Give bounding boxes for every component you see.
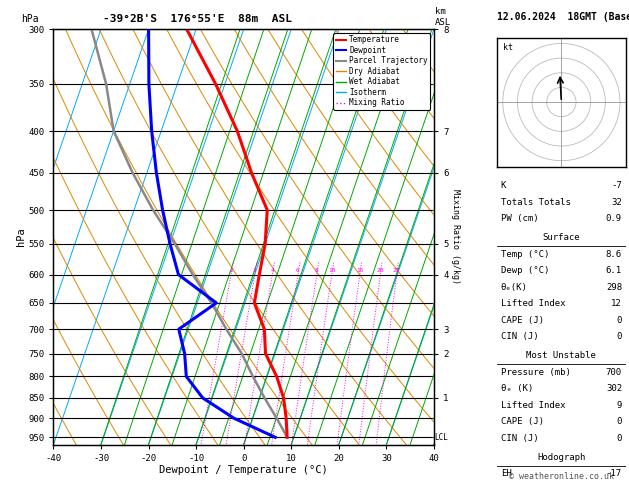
Text: 4: 4 (270, 267, 274, 273)
Text: Most Unstable: Most Unstable (526, 351, 596, 360)
Text: CAPE (J): CAPE (J) (501, 316, 544, 325)
Text: θₑ (K): θₑ (K) (501, 384, 533, 393)
Text: K: K (501, 181, 506, 190)
Text: 0: 0 (616, 332, 622, 341)
X-axis label: Dewpoint / Temperature (°C): Dewpoint / Temperature (°C) (159, 466, 328, 475)
Legend: Temperature, Dewpoint, Parcel Trajectory, Dry Adiabat, Wet Adiabat, Isotherm, Mi: Temperature, Dewpoint, Parcel Trajectory… (333, 33, 430, 110)
Text: Pressure (mb): Pressure (mb) (501, 368, 571, 377)
Text: 32: 32 (611, 198, 622, 207)
Text: LCL: LCL (435, 433, 448, 442)
Text: 8: 8 (315, 267, 319, 273)
Text: 25: 25 (393, 267, 401, 273)
Text: 10: 10 (328, 267, 335, 273)
Text: PW (cm): PW (cm) (501, 214, 538, 223)
Text: 298: 298 (606, 283, 622, 292)
Text: 8.6: 8.6 (606, 250, 622, 259)
Text: km
ASL: km ASL (435, 7, 452, 27)
Text: -17: -17 (606, 469, 622, 478)
Text: 2: 2 (229, 267, 233, 273)
Text: 0: 0 (616, 316, 622, 325)
Text: Totals Totals: Totals Totals (501, 198, 571, 207)
Text: 9: 9 (616, 401, 622, 410)
Text: 12.06.2024  18GMT (Base: 18): 12.06.2024 18GMT (Base: 18) (497, 12, 629, 22)
Text: 15: 15 (356, 267, 364, 273)
Text: -7: -7 (611, 181, 622, 190)
Text: 6.1: 6.1 (606, 266, 622, 275)
Text: hPa: hPa (21, 14, 39, 24)
Text: -39°2B'S  176°55'E  88m  ASL: -39°2B'S 176°55'E 88m ASL (103, 14, 292, 24)
Text: CAPE (J): CAPE (J) (501, 417, 544, 426)
Text: © weatheronline.co.uk: © weatheronline.co.uk (509, 472, 614, 481)
Text: 6: 6 (296, 267, 300, 273)
Text: 0: 0 (616, 417, 622, 426)
Text: kt: kt (503, 43, 513, 52)
Text: Temp (°C): Temp (°C) (501, 250, 549, 259)
Text: 12: 12 (611, 299, 622, 308)
Text: CIN (J): CIN (J) (501, 434, 538, 443)
Text: Dewp (°C): Dewp (°C) (501, 266, 549, 275)
Text: Hodograph: Hodograph (537, 453, 586, 462)
Text: Lifted Index: Lifted Index (501, 401, 565, 410)
Text: 302: 302 (606, 384, 622, 393)
Text: 0: 0 (616, 434, 622, 443)
Text: EH: EH (501, 469, 511, 478)
Text: Surface: Surface (543, 233, 580, 242)
Text: 700: 700 (606, 368, 622, 377)
Y-axis label: hPa: hPa (16, 227, 26, 246)
Text: 3: 3 (253, 267, 257, 273)
Text: CIN (J): CIN (J) (501, 332, 538, 341)
Text: 20: 20 (377, 267, 384, 273)
Text: Lifted Index: Lifted Index (501, 299, 565, 308)
Text: θₑ(K): θₑ(K) (501, 283, 528, 292)
Y-axis label: Mixing Ratio (g/kg): Mixing Ratio (g/kg) (450, 190, 460, 284)
Text: 0.9: 0.9 (606, 214, 622, 223)
